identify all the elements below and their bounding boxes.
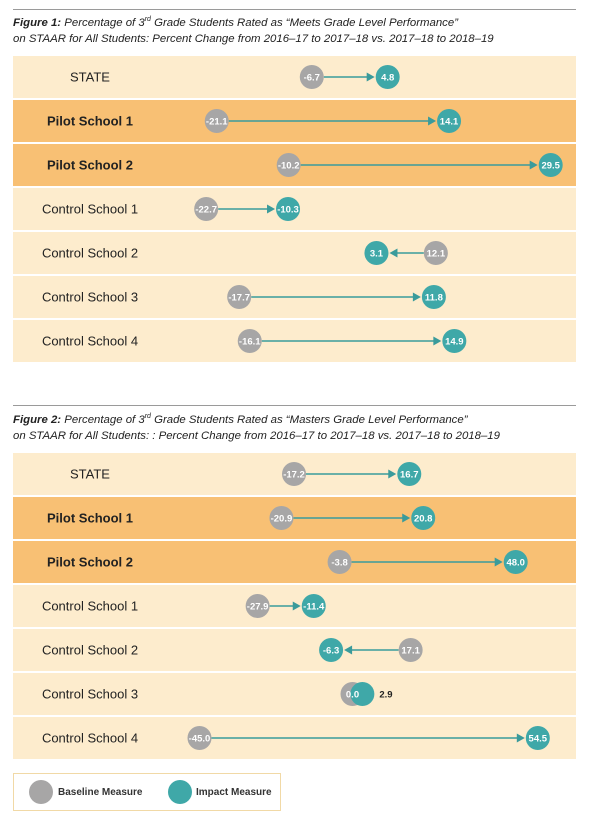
fig2-baseline-value-control-school-1: -27.9 xyxy=(247,602,269,613)
fig1-impact-point-control-school-4 xyxy=(442,329,467,353)
fig2-impact-point-control-school-4 xyxy=(525,726,550,750)
fig2-impact-point-control-school-1 xyxy=(301,594,326,618)
fig1-label-control-school-1: Control School 1 xyxy=(42,202,138,217)
fig2-label-control-school-3: Control School 3 xyxy=(42,687,138,702)
fig2-baseline-value-control-school-3: 0.0 xyxy=(346,690,359,701)
fig2-impact-value-control-school-4: 54.5 xyxy=(529,734,548,745)
fig1-baseline-point-control-school-1 xyxy=(194,197,219,221)
figure1-chart: STATE -6.7 4.8 Pilot School 1 -21.1 14.1 Pilot… xyxy=(13,56,576,362)
fig2-arrowhead-control-school-4 xyxy=(516,733,525,743)
fig2-impact-value-pilot-school-2: 48.0 xyxy=(506,558,525,569)
fig1-arrowhead-pilot-school-2 xyxy=(529,160,538,170)
fig1-impact-point-control-school-2 xyxy=(364,241,389,265)
fig1-impact-point-pilot-school-2 xyxy=(538,153,563,177)
fig1-row-control-school-2 xyxy=(13,232,576,274)
fig1-label-state: STATE xyxy=(70,70,110,85)
fig1-baseline-value-control-school-4: -16.1 xyxy=(239,337,261,348)
fig1-row-state xyxy=(13,56,576,98)
fig2-baseline-point-pilot-school-2 xyxy=(327,550,352,574)
figure2-title: Figure 2: Percentage of 3rd Grade Studen… xyxy=(13,413,500,442)
fig2-label-state: STATE xyxy=(70,467,110,482)
fig2-baseline-value-control-school-2: 17.1 xyxy=(401,646,420,657)
fig1-label-pilot-school-1: Pilot School 1 xyxy=(47,114,133,129)
fig1-baseline-value-control-school-3: -17.7 xyxy=(228,293,250,304)
legend-baseline-swatch xyxy=(29,780,53,804)
fig1-arrowhead-state xyxy=(366,72,375,82)
fig1-baseline-point-pilot-school-2 xyxy=(276,153,301,177)
figure2-top-rule xyxy=(13,405,576,406)
fig2-label-control-school-2: Control School 2 xyxy=(42,643,138,658)
fig2-impact-point-pilot-school-2 xyxy=(503,550,528,574)
fig2-label-control-school-1: Control School 1 xyxy=(42,599,138,614)
fig1-baseline-value-pilot-school-2: -10.2 xyxy=(278,161,300,172)
fig2-baseline-point-control-school-2 xyxy=(398,638,423,662)
fig1-baseline-point-control-school-2 xyxy=(423,241,448,265)
fig2-impact-value-control-school-3: 2.9 xyxy=(379,690,392,701)
figure1-title: Figure 1: Percentage of 3rd Grade Studen… xyxy=(13,16,494,45)
fig1-baseline-point-pilot-school-1 xyxy=(204,109,229,133)
fig2-baseline-value-pilot-school-2: -3.8 xyxy=(331,558,347,569)
fig1-baseline-point-state xyxy=(299,65,324,89)
fig2-impact-value-control-school-2: -6.3 xyxy=(323,646,339,657)
figure1-label: Figure 1: xyxy=(13,17,62,29)
fig2-label-pilot-school-2: Pilot School 2 xyxy=(47,555,133,570)
fig2-impact-point-state xyxy=(397,462,422,486)
fig1-label-control-school-3: Control School 3 xyxy=(42,290,138,305)
fig1-arrowhead-control-school-4 xyxy=(433,336,442,346)
fig1-label-pilot-school-2: Pilot School 2 xyxy=(47,158,133,173)
fig1-label-control-school-2: Control School 2 xyxy=(42,246,138,261)
fig1-baseline-value-state: -6.7 xyxy=(304,73,320,84)
fig2-label-pilot-school-1: Pilot School 1 xyxy=(47,511,133,526)
fig1-arrowhead-pilot-school-1 xyxy=(428,116,437,126)
fig2-baseline-value-pilot-school-1: -20.9 xyxy=(271,514,293,525)
fig1-impact-point-state xyxy=(375,65,400,89)
fig2-arrowhead-pilot-school-2 xyxy=(494,557,503,567)
fig2-arrowhead-control-school-1 xyxy=(292,601,301,611)
fig2-arrowhead-control-school-2 xyxy=(344,645,353,655)
legend-baseline-label: Baseline Measure xyxy=(58,787,143,798)
fig2-impact-point-pilot-school-1 xyxy=(411,506,436,530)
fig1-baseline-value-pilot-school-1: -21.1 xyxy=(206,117,228,128)
fig1-impact-value-pilot-school-1: 14.1 xyxy=(440,117,459,128)
fig1-arrowhead-control-school-2 xyxy=(389,248,398,258)
fig2-baseline-value-control-school-4: -45.0 xyxy=(189,734,211,745)
fig2-arrowhead-state xyxy=(388,469,397,479)
fig2-impact-value-pilot-school-1: 20.8 xyxy=(414,514,433,525)
fig1-impact-value-control-school-3: 11.8 xyxy=(425,293,443,304)
fig2-arrowhead-pilot-school-1 xyxy=(402,513,411,523)
fig1-impact-point-control-school-1 xyxy=(276,197,301,221)
fig1-label-control-school-4: Control School 4 xyxy=(42,334,138,349)
fig1-arrowhead-control-school-3 xyxy=(412,292,421,302)
fig2-impact-point-control-school-3 xyxy=(350,682,375,706)
fig2-baseline-value-state: -17.2 xyxy=(283,470,305,481)
fig2-impact-point-control-school-2 xyxy=(319,638,344,662)
fig1-baseline-value-control-school-1: -22.7 xyxy=(195,205,217,216)
fig2-row-control-school-2 xyxy=(13,629,576,671)
fig2-baseline-point-state xyxy=(282,462,307,486)
fig1-impact-point-control-school-3 xyxy=(421,285,446,309)
fig2-baseline-point-control-school-1 xyxy=(245,594,270,618)
fig2-impact-value-state: 16.7 xyxy=(400,470,419,481)
figure2-label: Figure 2: xyxy=(13,414,62,426)
fig1-baseline-point-control-school-4 xyxy=(237,329,262,353)
fig1-impact-value-control-school-2: 3.1 xyxy=(370,249,384,260)
fig1-baseline-value-control-school-2: 12.1 xyxy=(427,249,446,260)
figure2-chart: STATE -17.2 16.7 Pilot School 1 -20.9 20.8 Pil… xyxy=(13,453,576,759)
fig2-baseline-point-control-school-4 xyxy=(187,726,212,750)
fig1-impact-value-control-school-1: -10.3 xyxy=(277,205,299,216)
fig1-impact-value-pilot-school-2: 29.5 xyxy=(541,161,560,172)
fig1-impact-value-control-school-4: 14.9 xyxy=(445,337,464,348)
fig2-baseline-point-pilot-school-1 xyxy=(269,506,294,530)
fig1-arrowhead-control-school-1 xyxy=(267,204,276,214)
fig1-impact-point-pilot-school-1 xyxy=(437,109,462,133)
fig2-impact-value-control-school-1: -11.4 xyxy=(303,602,325,613)
fig1-impact-value-state: 4.8 xyxy=(381,73,394,84)
figure1-top-rule xyxy=(13,9,576,10)
fig2-row-control-school-3 xyxy=(13,673,576,715)
fig1-baseline-point-control-school-3 xyxy=(227,285,252,309)
legend-impact-label: Impact Measure xyxy=(196,787,272,798)
fig2-label-control-school-4: Control School 4 xyxy=(42,731,138,746)
legend-impact-swatch xyxy=(168,780,192,804)
legend: Baseline Measure Impact Measure xyxy=(13,773,281,811)
